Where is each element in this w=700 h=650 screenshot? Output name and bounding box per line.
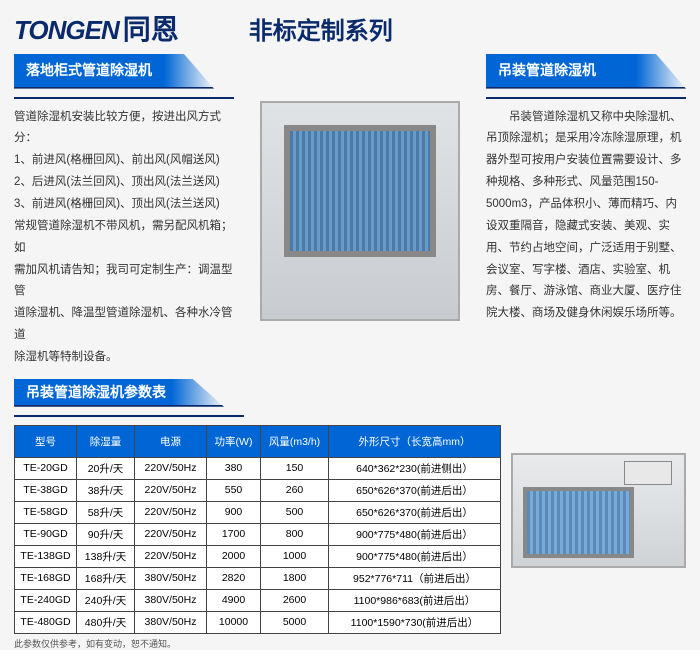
table-cell: 480升/天 <box>77 611 135 633</box>
table-cell: 800 <box>261 523 329 545</box>
mid-column <box>248 54 473 369</box>
table-cell: TE-138GD <box>15 545 77 567</box>
table-cell: 550 <box>207 479 261 501</box>
left-text-line: 1、前进风(格栅回风)、前出风(风帽送风) <box>14 150 234 172</box>
table-header-cell: 电源 <box>135 425 207 457</box>
brand-cn: 同恩 <box>123 8 179 48</box>
table-cell: TE-168GD <box>15 567 77 589</box>
table-cell: TE-20GD <box>15 457 77 479</box>
table-cell: 260 <box>261 479 329 501</box>
table-cell: 220V/50Hz <box>135 523 207 545</box>
product-image-ceiling <box>511 453 686 568</box>
table-cell: 5000 <box>261 611 329 633</box>
table-cell: 240升/天 <box>77 589 135 611</box>
table-cell: 380V/50Hz <box>135 589 207 611</box>
table-header-cell: 风量(m3/h) <box>261 425 329 457</box>
table-cell: 150 <box>261 457 329 479</box>
table-cell: 168升/天 <box>77 567 135 589</box>
product-image-standing <box>260 101 460 321</box>
right-column: 吊装管道除湿机 吊装管道除湿机又称中央除湿机、吊顶除湿机；是采用冷冻除湿原理，机… <box>486 54 686 369</box>
param-heading-row: 吊装管道除湿机参数表 <box>0 369 700 417</box>
table-row: TE-168GD168升/天380V/50Hz28201800952*776*7… <box>15 567 501 589</box>
table-cell: 90升/天 <box>77 523 135 545</box>
table-cell: 900*775*480(前进后出） <box>329 545 501 567</box>
left-text-line: 常规管道除湿机不带风机，需另配风机箱；如 <box>14 216 234 260</box>
table-header-cell: 除湿量 <box>77 425 135 457</box>
table-header-cell: 外形尺寸（长宽高mm） <box>329 425 501 457</box>
right-heading: 吊装管道除湿机 <box>486 54 686 89</box>
table-cell: TE-480GD <box>15 611 77 633</box>
left-text-line: 道除湿机、降温型管道除湿机、各种水冷管道 <box>14 303 234 347</box>
param-table: 型号除湿量电源功率(W)风量(m3/h)外形尺寸（长宽高mm） TE-20GD2… <box>14 425 501 634</box>
table-row: TE-58GD58升/天220V/50Hz900500650*626*370(前… <box>15 501 501 523</box>
table-cell: 138升/天 <box>77 545 135 567</box>
table-cell: 2000 <box>207 545 261 567</box>
table-row: TE-90GD90升/天220V/50Hz1700800900*775*480(… <box>15 523 501 545</box>
table-cell: 220V/50Hz <box>135 545 207 567</box>
table-header-cell: 型号 <box>15 425 77 457</box>
table-cell: 500 <box>261 501 329 523</box>
left-column: 落地柜式管道除湿机 管道除湿机安装比较方便，按进出风方式分：1、前进风(格栅回风… <box>14 54 234 369</box>
top-section-row: 落地柜式管道除湿机 管道除湿机安装比较方便，按进出风方式分：1、前进风(格栅回风… <box>0 54 700 369</box>
table-cell: 1000 <box>261 545 329 567</box>
table-cell: TE-58GD <box>15 501 77 523</box>
table-wrap: 型号除湿量电源功率(W)风量(m3/h)外形尺寸（长宽高mm） TE-20GD2… <box>14 425 501 650</box>
product-image-ceiling-wrap <box>511 425 686 650</box>
table-header-row: 型号除湿量电源功率(W)风量(m3/h)外形尺寸（长宽高mm） <box>15 425 501 457</box>
table-cell: 2820 <box>207 567 261 589</box>
table-cell: 220V/50Hz <box>135 457 207 479</box>
table-cell: 4900 <box>207 589 261 611</box>
table-cell: 220V/50Hz <box>135 501 207 523</box>
left-text-line: 管道除湿机安装比较方便，按进出风方式分： <box>14 107 234 151</box>
table-row: TE-20GD20升/天220V/50Hz380150640*362*230(前… <box>15 457 501 479</box>
left-text-line: 2、后进风(法兰回风)、顶出风(法兰送风) <box>14 172 234 194</box>
table-cell: 952*776*711（前进后出） <box>329 567 501 589</box>
table-cell: 650*626*370(前进后出） <box>329 501 501 523</box>
param-heading: 吊装管道除湿机参数表 <box>14 379 224 407</box>
table-cell: 900 <box>207 501 261 523</box>
table-note: 此参数仅供参考，如有变动，恕不通知。 <box>14 637 501 650</box>
table-cell: 58升/天 <box>77 501 135 523</box>
table-cell: TE-38GD <box>15 479 77 501</box>
brand-en: TONGEN <box>14 15 119 46</box>
left-text: 管道除湿机安装比较方便，按进出风方式分：1、前进风(格栅回风)、前出风(风帽送风… <box>14 107 234 369</box>
table-cell: 380 <box>207 457 261 479</box>
left-text-line: 除湿机等特制设备。 <box>14 347 234 369</box>
table-section: 型号除湿量电源功率(W)风量(m3/h)外形尺寸（长宽高mm） TE-20GD2… <box>0 425 700 650</box>
table-cell: 1700 <box>207 523 261 545</box>
table-cell: 1800 <box>261 567 329 589</box>
table-cell: 380V/50Hz <box>135 611 207 633</box>
table-cell: 900*775*480(前进后出） <box>329 523 501 545</box>
table-row: TE-480GD480升/天380V/50Hz1000050001100*159… <box>15 611 501 633</box>
table-cell: 2600 <box>261 589 329 611</box>
series-title: 非标定制系列 <box>249 11 393 46</box>
table-cell: 380V/50Hz <box>135 567 207 589</box>
table-row: TE-138GD138升/天220V/50Hz20001000900*775*4… <box>15 545 501 567</box>
brand: TONGEN 同恩 <box>14 8 179 48</box>
table-cell: 640*362*230(前进侧出） <box>329 457 501 479</box>
table-cell: 1100*1590*730(前进后出） <box>329 611 501 633</box>
left-text-line: 3、前进风(格栅回风)、顶出风(法兰送风) <box>14 194 234 216</box>
table-body: TE-20GD20升/天220V/50Hz380150640*362*230(前… <box>15 457 501 633</box>
table-cell: 650*626*370(前进后出） <box>329 479 501 501</box>
left-text-line: 需加风机请告知；我司可定制生产：调温型管 <box>14 260 234 304</box>
table-cell: 220V/50Hz <box>135 479 207 501</box>
table-cell: 20升/天 <box>77 457 135 479</box>
left-heading: 落地柜式管道除湿机 <box>14 54 214 89</box>
table-row: TE-38GD38升/天220V/50Hz550260650*626*370(前… <box>15 479 501 501</box>
table-row: TE-240GD240升/天380V/50Hz490026001100*986*… <box>15 589 501 611</box>
table-cell: 38升/天 <box>77 479 135 501</box>
header: TONGEN 同恩 非标定制系列 <box>0 0 700 54</box>
table-cell: 1100*986*683(前进后出） <box>329 589 501 611</box>
table-header-cell: 功率(W) <box>207 425 261 457</box>
table-cell: TE-240GD <box>15 589 77 611</box>
table-cell: TE-90GD <box>15 523 77 545</box>
table-cell: 10000 <box>207 611 261 633</box>
right-text: 吊装管道除湿机又称中央除湿机、吊顶除湿机；是采用冷冻除湿原理，机器外型可按用户安… <box>486 107 686 325</box>
